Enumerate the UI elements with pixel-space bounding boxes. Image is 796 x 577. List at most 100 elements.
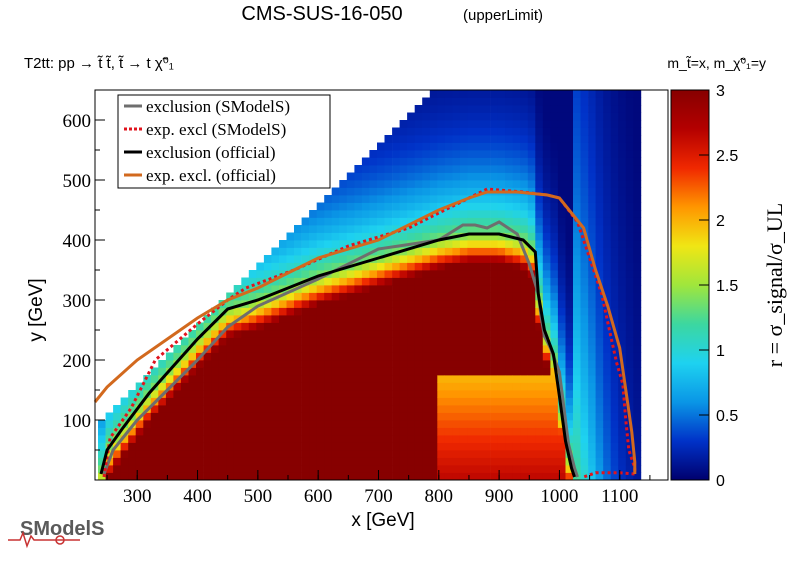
heatmap-cell [490, 412, 498, 421]
heatmap-cell [444, 465, 453, 473]
heatmap-cell [557, 435, 566, 443]
heatmap-cell [173, 420, 182, 428]
heatmap-cell [98, 427, 106, 436]
heatmap-cell [573, 262, 581, 271]
heatmap-cell [550, 427, 559, 436]
heatmap-cell [444, 225, 453, 233]
heatmap-cell [339, 405, 348, 413]
heatmap-cell [286, 420, 295, 428]
heatmap-cell [482, 232, 491, 241]
heatmap-cell [346, 412, 355, 421]
heatmap-cell [557, 315, 566, 323]
heatmap-cell [512, 330, 521, 338]
heatmap-cell [211, 472, 219, 481]
heatmap-cell [392, 427, 400, 436]
heatmap-cell [414, 150, 423, 158]
heatmap-cell [377, 195, 385, 203]
heatmap-cell [535, 97, 544, 106]
x-tick-label: 900 [485, 486, 514, 507]
heatmap-cell [557, 202, 566, 211]
heatmap-cell [565, 292, 574, 301]
z-tick-label: 2 [716, 213, 725, 230]
heatmap-cell [482, 292, 491, 301]
heatmap-cell [505, 375, 513, 383]
heatmap-cell [482, 337, 491, 346]
heatmap-cell [271, 352, 280, 361]
heatmap-cell [241, 442, 250, 451]
heatmap-cell [512, 255, 521, 263]
heatmap-cell [618, 442, 627, 451]
heatmap-cell [369, 397, 378, 406]
heatmap-cell [256, 307, 265, 316]
heatmap-cell [414, 232, 423, 241]
heatmap-cell [625, 225, 634, 233]
heatmap-cell [512, 300, 521, 308]
heatmap-cell [490, 210, 498, 218]
heatmap-cell [588, 90, 596, 98]
heatmap-cell [475, 157, 483, 166]
heatmap-cell [565, 330, 574, 338]
heatmap-cell [618, 112, 627, 121]
heatmap-cell [429, 345, 438, 353]
heatmap-cell [625, 397, 634, 406]
heatmap-cell [588, 450, 596, 458]
heatmap-cell [354, 202, 363, 211]
heatmap-cell [407, 390, 415, 398]
heatmap-cell [580, 367, 589, 376]
z-tick-label: 2.5 [716, 148, 738, 165]
heatmap-cell [452, 337, 461, 346]
heatmap-cell [550, 90, 559, 98]
heatmap-cell [542, 112, 551, 121]
heatmap-cell [573, 127, 581, 136]
heatmap-cell [429, 450, 438, 458]
heatmap-cell [422, 112, 431, 121]
heatmap-cell [399, 202, 408, 211]
heatmap-cell [459, 112, 468, 121]
heatmap-cell [263, 315, 272, 323]
heatmap-cell [377, 337, 385, 346]
heatmap-cell [573, 345, 581, 353]
heatmap-cell [527, 345, 536, 353]
heatmap-cell [573, 412, 581, 421]
heatmap-cell [120, 412, 129, 421]
heatmap-cell [331, 240, 340, 248]
heatmap-cell [369, 277, 378, 286]
heatmap-cell [248, 442, 257, 451]
heatmap-cell [459, 97, 468, 106]
heatmap-cell [580, 262, 589, 271]
heatmap-cell [407, 255, 415, 263]
heatmap-cell [414, 427, 423, 436]
heatmap-cell [595, 135, 604, 143]
heatmap-cell [414, 292, 423, 301]
heatmap-cell [452, 450, 461, 458]
heatmap-cell [377, 150, 385, 158]
heatmap-cell [384, 457, 393, 466]
heatmap-cell [452, 150, 461, 158]
heatmap-cell [490, 442, 498, 451]
heatmap-cell [573, 247, 581, 256]
heatmap-cell [610, 172, 619, 181]
heatmap-cell [520, 112, 529, 121]
heatmap-cell [301, 375, 310, 383]
heatmap-cell [301, 465, 310, 473]
heatmap-cell [565, 187, 574, 196]
heatmap-cell [414, 345, 423, 353]
heatmap-cell [475, 472, 483, 481]
heatmap-cell [512, 210, 521, 218]
heatmap-cell [354, 172, 363, 181]
heatmap-cell [384, 217, 393, 226]
heatmap-cell [565, 247, 574, 256]
heatmap-cell [527, 90, 536, 98]
heatmap-cell [361, 472, 370, 481]
heatmap-cell [527, 405, 536, 413]
heatmap-cell [429, 292, 438, 301]
heatmap-cell [399, 172, 408, 181]
heatmap-cell [309, 292, 317, 301]
heatmap-cell [180, 420, 189, 428]
heatmap-cell [588, 330, 596, 338]
heatmap-cell [233, 307, 242, 316]
heatmap-cell [475, 240, 483, 248]
heatmap-cell [610, 352, 619, 361]
heatmap-cell [407, 165, 415, 173]
heatmap-cell [422, 360, 431, 368]
